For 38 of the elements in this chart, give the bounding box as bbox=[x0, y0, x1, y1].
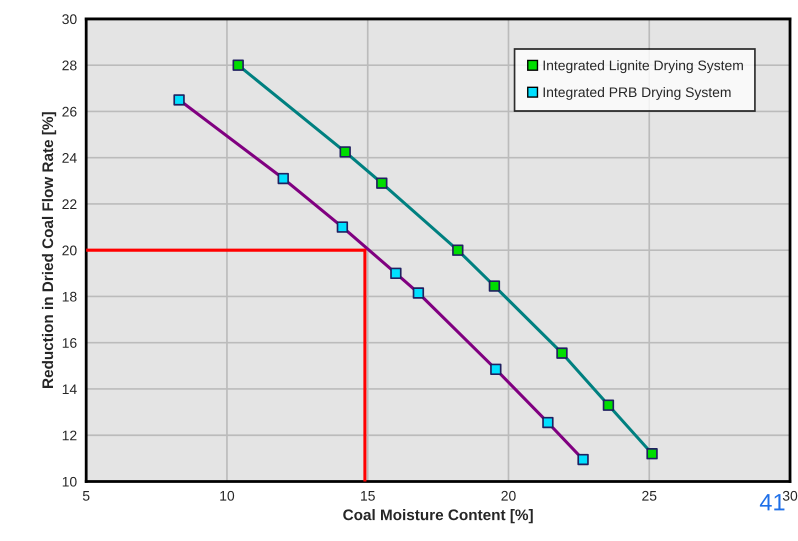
point bbox=[602, 399, 614, 411]
x-tick-label: 5 bbox=[82, 491, 90, 501]
y-tick-label: 30 bbox=[62, 14, 77, 24]
point bbox=[490, 364, 502, 376]
text: 41 bbox=[760, 494, 784, 510]
point bbox=[488, 280, 500, 292]
point bbox=[556, 347, 568, 359]
point bbox=[278, 172, 289, 184]
point bbox=[376, 177, 388, 189]
x-tick-label: 20 bbox=[501, 490, 516, 501]
y-tick-label: 26 bbox=[62, 106, 77, 117]
point bbox=[646, 448, 658, 460]
y-tick-label: 18 bbox=[62, 292, 77, 302]
y-tick-label: 12 bbox=[62, 430, 76, 440]
y-tick-label: 16 bbox=[62, 338, 77, 348]
point bbox=[232, 59, 244, 71]
point bbox=[412, 287, 424, 299]
x-tick-label: 10 bbox=[220, 490, 234, 501]
y-tick-label: 22 bbox=[62, 199, 76, 209]
x-tick-label: 30 bbox=[782, 490, 798, 501]
y-tick-label: 28 bbox=[62, 60, 77, 70]
point bbox=[542, 416, 554, 428]
point bbox=[452, 244, 464, 256]
legend-label: Integrated Lignite Drying System bbox=[544, 60, 743, 74]
point bbox=[390, 268, 402, 280]
y-tick-label: 10 bbox=[62, 476, 77, 487]
point bbox=[340, 146, 351, 158]
point bbox=[577, 454, 589, 466]
point bbox=[173, 94, 185, 106]
x-tick-label: 25 bbox=[642, 490, 656, 501]
point bbox=[336, 221, 348, 233]
y-tick-label: 20 bbox=[62, 246, 77, 256]
y-tick-label: 24 bbox=[62, 153, 77, 163]
y-tick-label: 14 bbox=[62, 384, 77, 394]
x-tick-label: 15 bbox=[361, 491, 375, 501]
legend-label: Integrated PRB Drying System bbox=[544, 86, 731, 100]
y-axis-title: Reduction in Dried Coal Flow Rate [%] bbox=[42, 112, 56, 388]
x-axis-title: Coal Moisture Content [%] bbox=[343, 509, 533, 524]
